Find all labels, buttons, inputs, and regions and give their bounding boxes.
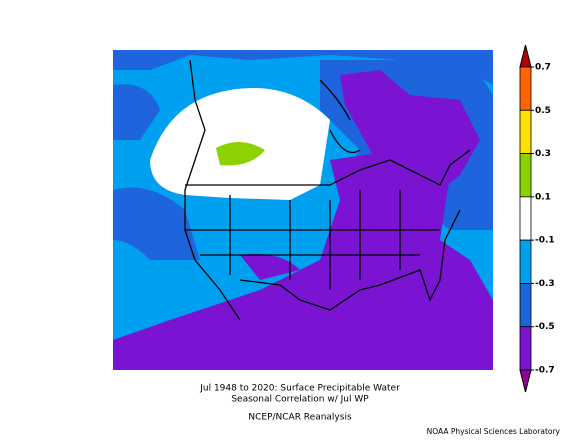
colorbar-extend-min	[519, 369, 532, 393]
colorbar-segment	[519, 283, 532, 328]
credit: NOAA Physical Sciences Laboratory	[427, 427, 561, 436]
coastline	[239, 209, 461, 311]
colorbar-tick-label: 0.5	[535, 106, 551, 116]
state-borders	[185, 190, 440, 290]
colorbar-tick-label: -0.7	[535, 366, 555, 376]
colorbar-tick-label: -0.3	[535, 279, 555, 289]
colorbar-tick-label: 0.7	[535, 63, 551, 73]
region-purple	[240, 254, 300, 280]
region-blue	[113, 187, 200, 260]
colorbar-extend-max	[519, 44, 532, 68]
colorbar: 0.7 0.5 0.3 0.1 -0.1 -0.3 -0.5 -0.7	[519, 44, 555, 393]
colorbar-segment	[519, 326, 532, 371]
colorbar-tick-label: 0.1	[535, 192, 551, 202]
colorbar-segment	[519, 109, 532, 154]
title: Jul 1948 to 2020: Surface Precipitable W…	[199, 384, 400, 394]
region-blue	[113, 84, 160, 140]
coastline	[319, 79, 361, 154]
colorbar-segment	[519, 66, 532, 111]
region-blue	[113, 50, 493, 85]
source: NCEP/NCAR Reanalysis	[248, 413, 352, 423]
colorbar-tick-label: 0.3	[535, 149, 551, 159]
colorbar-segment	[519, 153, 532, 198]
colorbar-segment	[519, 196, 532, 241]
colorbar-tick-label: -0.1	[535, 236, 555, 246]
region-purple	[113, 150, 493, 370]
subtitle: Seasonal Correlation w/ Jul WP	[231, 395, 369, 405]
border	[185, 149, 471, 186]
colorbar-segment	[519, 239, 532, 284]
region-green	[216, 141, 265, 166]
region-purple	[340, 70, 480, 200]
coastline	[184, 59, 241, 321]
map	[113, 50, 493, 370]
colorbar-tick-label: -0.5	[535, 322, 555, 332]
